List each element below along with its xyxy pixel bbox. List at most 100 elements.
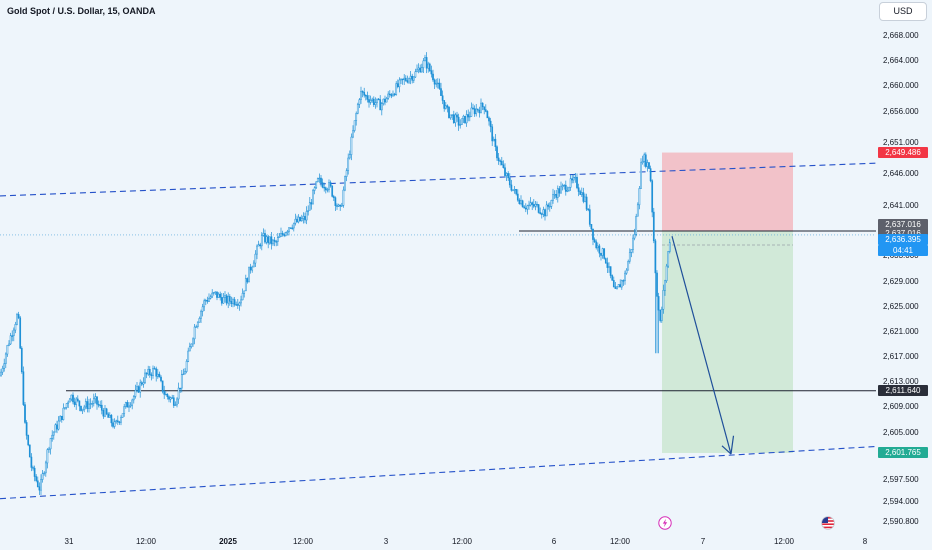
candle-body [102,410,105,417]
candle-body [544,209,546,217]
candle-body [278,236,281,238]
candle-body [640,162,642,189]
lightning-icon[interactable] [658,516,672,530]
candle-body [276,237,279,242]
candle-body [270,236,273,245]
candle-body [648,162,650,169]
candle-body [283,234,286,236]
candle-body [68,398,71,403]
candle-body [273,239,276,242]
candle-body [308,202,311,211]
candle-body [200,311,202,319]
candle-body [147,369,150,375]
price-tick-label: 2,605.000 [883,427,919,437]
candle-body [8,343,10,346]
candle-body [545,204,548,217]
candle-body [612,280,615,288]
time-tick-label: 2025 [219,537,237,546]
candle-body [243,290,246,294]
candle-body [289,227,292,229]
price-tick-label: 2,621.000 [883,326,919,336]
candle-body [568,187,570,191]
candle-body [62,407,65,420]
candle-body [3,363,6,369]
candle-body [435,83,438,85]
candle-body [251,266,254,271]
candle-body [507,173,510,179]
take-profit-zone [662,231,793,453]
candle-body [35,476,38,482]
candle-body [184,371,186,375]
chart-canvas[interactable] [0,0,876,525]
candle-body [630,249,633,253]
candle-body [652,211,655,242]
candle-body [532,204,535,207]
candle-body [665,265,668,282]
chart-area[interactable] [0,0,876,525]
candle-body [128,405,130,408]
candle-body [81,408,84,411]
candle-body [361,90,364,93]
time-axis[interactable] [0,525,876,550]
candle-body [486,111,489,119]
currency-button[interactable]: USD [879,2,927,21]
candle-body [281,233,284,235]
candle-body [451,114,454,116]
candle-body [553,194,556,196]
candle-body [198,318,201,323]
candle-body [387,93,390,99]
candle-body [227,296,230,304]
candle-body [585,196,588,210]
candle-body [420,67,423,73]
candle-body [662,290,665,310]
candle-body [342,189,345,206]
us-flag-icon[interactable] [821,516,835,530]
candle-body [620,280,623,288]
price-axis[interactable] [876,0,932,550]
price-tick-label: 2,609.000 [883,402,919,412]
candle-body [244,278,247,292]
candle-body [430,70,433,75]
candle-body [401,78,404,81]
candle-body [372,98,375,105]
candle-body [214,291,217,293]
candle-body [483,106,486,110]
candle-body [379,99,382,111]
candle-body [355,113,358,121]
candle-body [508,177,511,186]
projection-arrow-head [721,435,735,455]
candle-body [481,102,484,108]
candle-body [497,157,500,162]
candle-body [110,414,113,424]
candle-body [561,185,564,188]
candle-body [201,306,204,312]
candle-body [539,212,542,215]
candle-body [593,239,596,243]
candle-body [230,301,233,304]
candle-body [304,216,306,221]
candle-body [182,373,185,376]
candle-body [616,286,618,289]
candle-body [152,368,154,376]
candle-body [475,108,478,115]
candle-body [526,205,529,210]
candle-body [225,295,228,304]
candle-body [596,245,599,249]
candle-body [646,162,649,167]
price-tick-label: 2,651.000 [883,138,919,148]
candle-body [48,448,50,450]
candle-body [22,371,25,405]
candle-body [116,420,119,423]
candle-body [176,398,178,406]
candle-body [248,266,250,283]
candle-body [320,177,322,183]
candle-body [161,380,164,392]
candle-body [14,324,17,331]
candle-body [462,115,465,119]
candle-body [73,401,76,405]
candle-body [406,80,409,83]
candle-body [257,244,260,247]
candle-body [489,120,492,128]
candle-body [660,308,663,321]
candle-body [272,239,274,245]
